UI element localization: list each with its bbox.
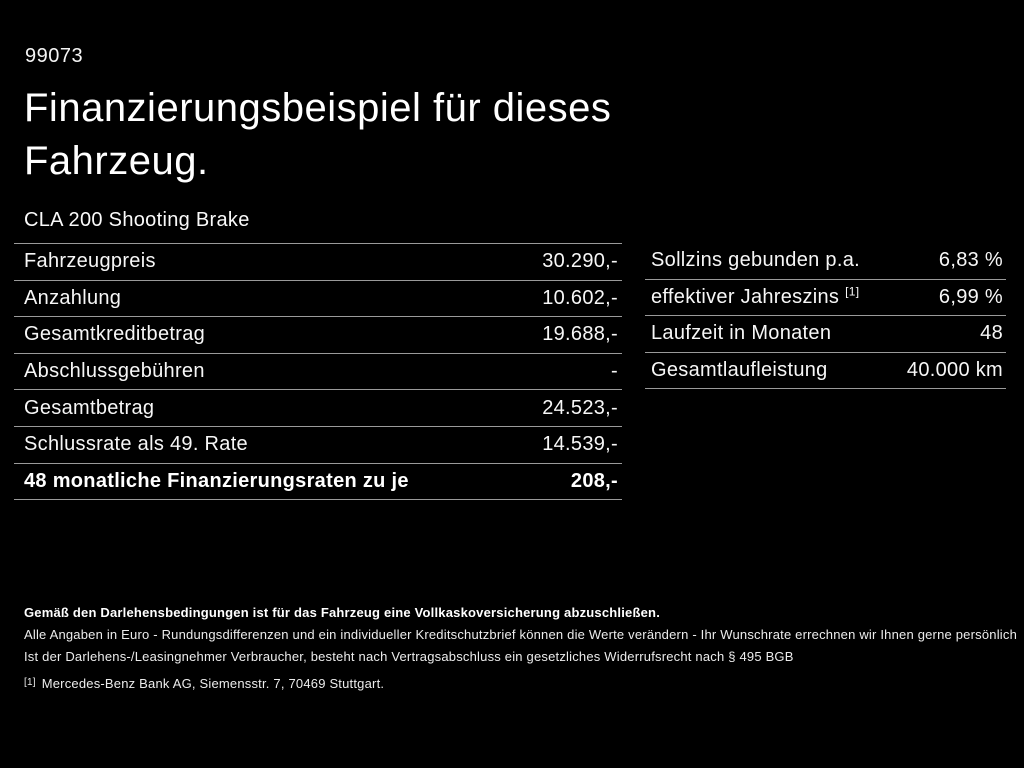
table-row: Schlussrate als 49. Rate 14.539,- [14,427,622,464]
vehicle-model-name: CLA 200 Shooting Brake [24,209,250,231]
footnote-text: Mercedes-Benz Bank AG, Siemensstr. 7, 70… [41,676,385,691]
legal-footer: Gemäß den Darlehensbedingungen ist für d… [24,602,1018,695]
row-value: 48 [980,322,1003,345]
document-number: 99073 [25,45,84,67]
table-row: Gesamtbetrag 24.523,- [14,390,622,427]
row-label: Fahrzeugpreis [24,250,156,273]
row-value: 10.602,- [542,286,618,309]
legal-line-withdrawal: Ist der Darlehens-/Leasingnehmer Verbrau… [24,649,794,664]
table-row: effektiver Jahreszins [1] 6,99 % [645,280,1006,317]
table-row: Laufzeit in Monaten 48 [645,316,1006,353]
table-row: Fahrzeugpreis 30.290,- [14,244,622,281]
row-value: 30.290,- [542,250,618,273]
legal-line-disclaimer: Alle Angaben in Euro - Rundungsdifferenz… [24,627,1018,642]
table-row: Gesamtkreditbetrag 19.688,- [14,317,622,354]
row-label: Laufzeit in Monaten [651,322,832,345]
row-label: Gesamtkreditbetrag [24,323,206,346]
table-row: Abschlussgebühren - [14,354,622,391]
table-row: Gesamtlaufleistung 40.000 km [645,353,1006,390]
row-value: 208,- [570,469,618,492]
footnote-marker: [1] [24,677,36,688]
row-label: 48 monatliche Finanzierungsraten zu je [24,469,409,492]
row-value: 14.539,- [542,433,618,456]
row-value: 24.523,- [542,396,618,419]
table-row-monthly-rate: 48 monatliche Finanzierungsraten zu je 2… [14,464,622,501]
row-label: Gesamtlaufleistung [651,359,828,382]
row-label: Gesamtbetrag [24,396,155,419]
footnote-reference: [1] [845,284,860,299]
table-row: Anzahlung 10.602,- [14,281,622,318]
row-value: 19.688,- [542,323,618,346]
footnote-bank: [1] Mercedes-Benz Bank AG, Siemensstr. 7,… [24,672,1004,695]
row-label: Anzahlung [24,286,122,309]
row-value: 6,83 % [938,249,1003,272]
row-label: effektiver Jahreszins [1] [651,284,860,308]
legal-line-insurance: Gemäß den Darlehensbedingungen ist für d… [24,605,661,620]
row-label: Sollzins gebunden p.a. [651,249,860,272]
row-label: Schlussrate als 49. Rate [24,433,248,456]
row-label: Abschlussgebühren [24,360,205,383]
interest-table: Sollzins gebunden p.a. 6,83 % effektiver… [645,243,1006,390]
row-value: 40.000 km [906,359,1003,382]
row-value: - [611,360,618,383]
financing-table: Fahrzeugpreis 30.290,- Anzahlung 10.602,… [14,243,622,501]
table-row: Sollzins gebunden p.a. 6,83 % [645,243,1006,280]
row-value: 6,99 % [938,285,1003,308]
page-title: Finanzierungsbeispiel für dieses Fahrzeu… [24,86,612,183]
